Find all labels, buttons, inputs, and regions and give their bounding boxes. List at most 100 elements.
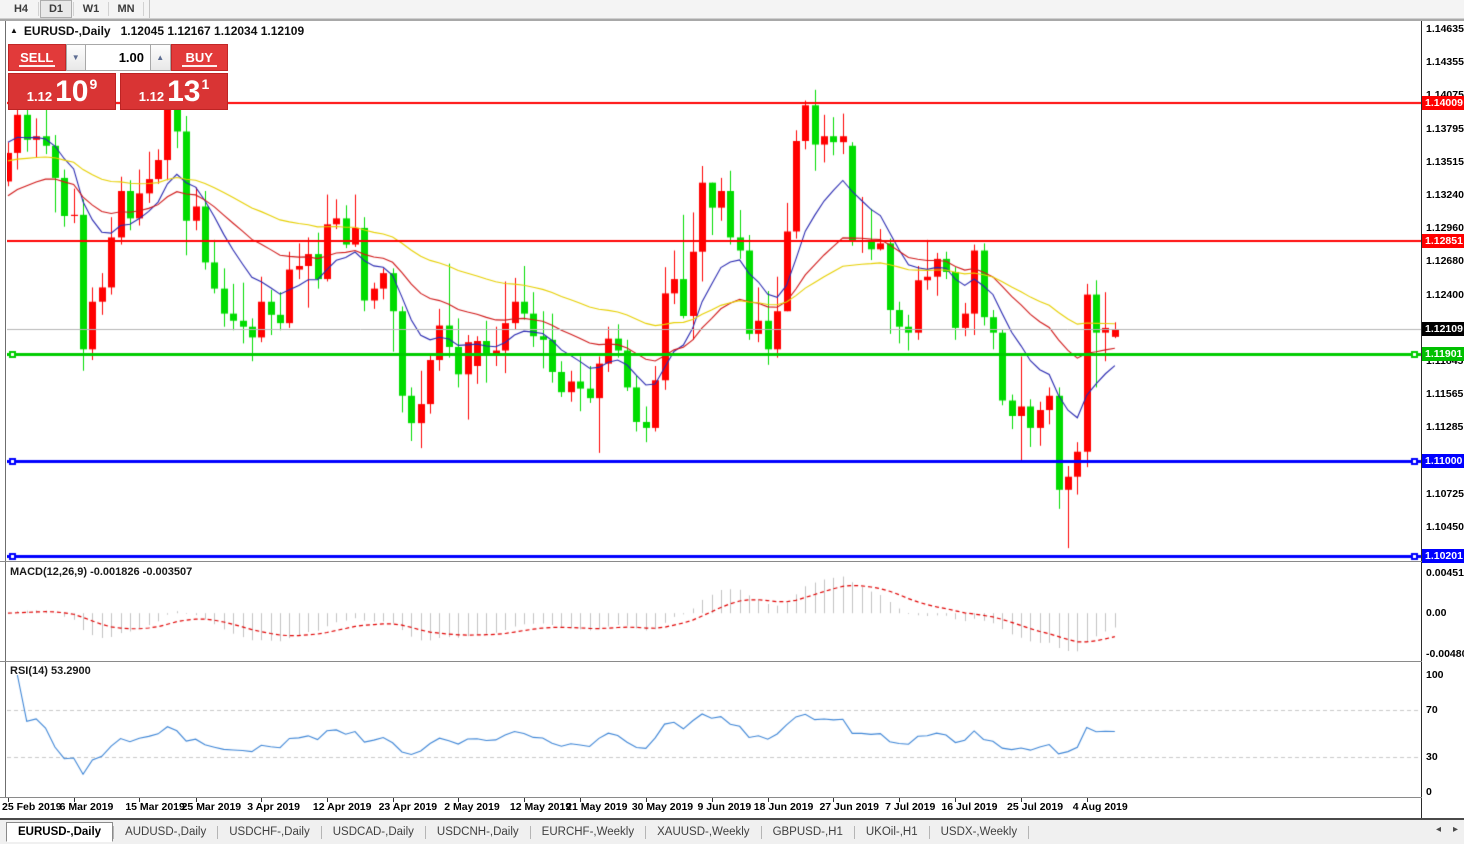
price-chart-canvas[interactable]	[7, 21, 1421, 561]
chart-tab-eurchf[interactable]: EURCHF-,Weekly	[541, 826, 635, 838]
tab-divider	[529, 825, 531, 839]
price-tick-label: 1.14355	[1426, 55, 1464, 68]
buy-price-pips: 13	[167, 74, 201, 108]
volume-increase-button[interactable]: ▲	[150, 44, 171, 71]
date-tick-label: 27 Jun 2019	[819, 801, 879, 813]
chart-window-border	[0, 19, 1464, 21]
date-tick-label: 30 May 2019	[631, 801, 694, 813]
chart-tab-usdchf[interactable]: USDCHF-,Daily	[229, 826, 310, 838]
tab-divider	[113, 825, 115, 839]
sell-button[interactable]: SELL	[8, 44, 66, 71]
time-tickmark	[261, 798, 263, 802]
time-tickmark	[1086, 798, 1088, 802]
rsi-axis-label: 0	[1426, 786, 1432, 798]
tab-divider	[928, 825, 930, 839]
date-tick-label: 3 Apr 2019	[247, 801, 300, 813]
price-level-tag: 1.11901	[1422, 346, 1464, 361]
rsi-dateaxis-separator	[0, 797, 1464, 798]
time-tickmark	[1021, 798, 1023, 802]
volume-decrease-button[interactable]: ▼	[65, 44, 86, 71]
timeframe-toolbar: H4 D1 W1 MN	[0, 0, 1464, 19]
timeframe-button-w1[interactable]: W1	[82, 3, 100, 15]
time-tickmark	[458, 798, 460, 802]
tabs-scroll-left-icon[interactable]: ◂	[1435, 824, 1441, 835]
toolbar-divider	[108, 2, 109, 16]
rsi-axis-label: 100	[1426, 669, 1444, 681]
price-level-tag: 1.11000	[1422, 454, 1464, 469]
chart-tab-usdcnh[interactable]: USDCNH-,Daily	[436, 826, 519, 838]
time-tickmark	[73, 798, 75, 802]
date-tick-label: 25 Jul 2019	[1007, 801, 1064, 813]
date-tick-label: 12 Apr 2019	[312, 801, 372, 813]
tab-divider	[320, 825, 322, 839]
tab-divider	[645, 825, 647, 839]
sell-price-quote[interactable]: 1.12 10 9	[8, 73, 116, 110]
timeframe-button-h4[interactable]: H4	[13, 3, 29, 15]
price-axis[interactable]: 1.146351.143551.140751.137951.135151.132…	[1422, 21, 1464, 818]
price-tick-label: 1.10725	[1426, 487, 1464, 500]
macd-indicator-label: MACD(12,26,9) -0.001826 -0.003507	[10, 566, 193, 578]
date-tick-label: 6 Mar 2019	[59, 801, 114, 813]
time-tickmark	[392, 798, 394, 802]
date-tick-label: 12 May 2019	[509, 801, 572, 813]
time-tickmark	[580, 798, 582, 802]
time-axis[interactable]: 25 Feb 2019 6 Mar 2019 15 Mar 2019 25 Mar 2…	[0, 798, 1421, 818]
toolbar-divider	[73, 2, 74, 16]
volume-input[interactable]	[86, 44, 150, 71]
date-tick-label: 16 Jul 2019	[941, 801, 998, 813]
timeframe-button-mn[interactable]: MN	[117, 3, 135, 15]
date-tick-label: 7 Jul 2019	[885, 801, 936, 813]
price-tick-label: 1.11565	[1426, 387, 1464, 400]
chart-tab-xauusd[interactable]: XAUUSD-,Weekly	[657, 826, 750, 838]
buy-price-base: 1.12	[138, 89, 165, 104]
tabbar-top-border	[0, 818, 1464, 820]
timeframe-button-d1[interactable]: D1	[40, 0, 72, 18]
price-level-tag: 1.12851	[1422, 233, 1464, 248]
macd-axis-label: 0.004517	[1426, 567, 1464, 579]
price-tick-label: 1.12680	[1426, 255, 1464, 268]
tabs-scroll-right-icon[interactable]: ▸	[1452, 824, 1458, 835]
toolbar-divider	[149, 0, 150, 18]
chart-tabbar: EURUSD-,Daily AUDUSD-,Daily USDCHF-,Daily U…	[0, 820, 1464, 844]
rsi-panel-canvas[interactable]	[7, 662, 1421, 797]
rsi-axis-label: 30	[1426, 751, 1438, 763]
chart-tab-audusd[interactable]: AUDUSD-,Daily	[125, 826, 207, 838]
buy-price-point: 1	[201, 75, 210, 92]
time-tickmark	[326, 798, 328, 802]
chart-tab-eurusd[interactable]: EURUSD-,Daily	[6, 822, 114, 842]
buy-price-quote[interactable]: 1.12 13 1	[120, 73, 228, 110]
date-tick-label: 15 Mar 2019	[125, 801, 185, 813]
chart-tab-gbpusd[interactable]: GBPUSD-,H1	[772, 826, 843, 838]
date-tick-label: 4 Aug 2019	[1072, 801, 1128, 813]
toolbar-divider	[38, 2, 39, 16]
time-tickmark	[139, 798, 141, 802]
time-tickmark	[833, 798, 835, 802]
price-tick-label: 1.13515	[1426, 155, 1464, 168]
price-tick-label: 1.10450	[1426, 520, 1464, 533]
main-macd-separator[interactable]	[0, 561, 1464, 562]
chart-tab-ukoil[interactable]: UKOil-,H1	[865, 826, 918, 838]
date-tick-label: 23 Apr 2019	[378, 801, 438, 813]
price-tick-label: 1.14635	[1426, 22, 1464, 35]
chart-tab-usdcad[interactable]: USDCAD-,Daily	[332, 826, 414, 838]
price-level-tag: 1.12109	[1422, 322, 1464, 337]
sell-price-point: 9	[89, 75, 98, 92]
toolbar-divider	[143, 2, 144, 16]
tab-divider	[1028, 825, 1030, 839]
date-tick-label: 18 Jun 2019	[753, 801, 814, 813]
collapse-triangle-icon[interactable]: ▲	[10, 25, 18, 35]
buy-button[interactable]: BUY	[170, 44, 228, 71]
tab-divider	[217, 825, 219, 839]
time-tickmark	[523, 798, 525, 802]
date-tick-label: 25 Feb 2019	[2, 801, 62, 813]
macd-panel-canvas[interactable]	[7, 563, 1421, 660]
chart-symbol-label: EURUSD-,Daily	[23, 24, 111, 38]
sell-price-base: 1.12	[26, 89, 53, 104]
chart-tab-usdx[interactable]: USDX-,Weekly	[940, 826, 1018, 838]
macd-rsi-separator[interactable]	[0, 661, 1464, 662]
price-tick-label: 1.13795	[1426, 122, 1464, 135]
price-level-tag: 1.10201	[1422, 549, 1464, 564]
price-tick-label: 1.11285	[1426, 421, 1464, 434]
date-tick-label: 21 May 2019	[566, 801, 628, 813]
